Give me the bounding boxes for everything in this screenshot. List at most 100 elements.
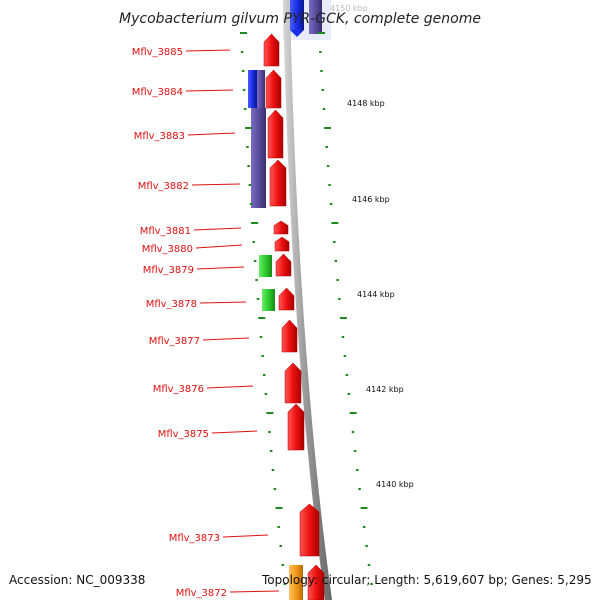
- blue-feature-3884[interactable]: [248, 70, 257, 108]
- inner-gc-tick: [262, 374, 266, 376]
- inner-gc-tick: [256, 298, 260, 300]
- inner-gc-tick: [273, 488, 277, 490]
- gene-label-mflv-3877[interactable]: Mflv_3877: [149, 336, 200, 347]
- green-feature-3878[interactable]: [262, 289, 275, 311]
- inner-gc-tick: [277, 526, 280, 528]
- inner-gc-tick: [275, 507, 283, 509]
- leader-mflv-3884: [185, 89, 234, 92]
- leader-mflv-3882: [191, 183, 241, 186]
- kbp-label-4146: 4146 kbp: [352, 195, 390, 204]
- outer-gc-tick: [343, 355, 347, 357]
- inner-gc-tick: [258, 317, 266, 319]
- leader-mflv-3883: [187, 132, 236, 136]
- cds-mflv-3882[interactable]: [269, 159, 287, 207]
- cds-mflv-3880[interactable]: [274, 236, 290, 252]
- orange-feature-bottom[interactable]: [289, 565, 303, 600]
- gene-label-mflv-3881[interactable]: Mflv_3881: [140, 226, 191, 237]
- cds-mflv-3872[interactable]: [307, 564, 325, 600]
- gene-label-mflv-3875[interactable]: Mflv_3875: [158, 429, 209, 440]
- gene-label-mflv-3876[interactable]: Mflv_3876: [153, 384, 204, 395]
- gene-label-mflv-3884[interactable]: Mflv_3884: [132, 87, 183, 98]
- outer-gc-tick: [326, 165, 330, 167]
- gene-label-mflv-3872[interactable]: Mflv_3872: [176, 588, 227, 599]
- gene-label-mflv-3880[interactable]: Mflv_3880: [142, 244, 193, 255]
- outer-gc-tick: [328, 184, 331, 186]
- inner-gc-tick: [242, 89, 246, 91]
- outer-gc-tick: [338, 298, 341, 300]
- outer-gc-tick: [347, 393, 351, 395]
- inner-gc-tick: [259, 336, 263, 338]
- cds-mflv-3883[interactable]: [267, 109, 284, 159]
- inner-gc-tick: [281, 564, 284, 566]
- outer-gc-tick: [367, 564, 371, 566]
- outer-gc-tick: [320, 70, 323, 72]
- inner-gc-tick: [245, 127, 253, 129]
- inner-gc-tick: [253, 260, 257, 262]
- outer-gc-tick: [331, 222, 339, 224]
- cds-mflv-3885[interactable]: [263, 33, 280, 67]
- leader-mflv-3881: [193, 227, 242, 231]
- inner-gc-tick: [243, 108, 247, 110]
- kbp-label-4150: 4150 kbp: [330, 4, 368, 13]
- blue-feature-arrowhead: [290, 30, 304, 37]
- blue-feature-top[interactable]: [290, 0, 304, 30]
- chart-title: Mycobacterium gilvum PYR-GCK, complete g…: [119, 11, 481, 27]
- cds-mflv-3873[interactable]: [299, 503, 320, 557]
- cds-mflv-3884[interactable]: [265, 69, 282, 109]
- outer-gc-tick: [356, 469, 359, 471]
- kbp-label-4142: 4142 kbp: [366, 385, 404, 394]
- green-feature-3879[interactable]: [259, 255, 272, 277]
- outer-gc-tick: [349, 412, 357, 414]
- inner-gc-tick: [252, 241, 255, 243]
- inner-gc-tick: [240, 32, 247, 34]
- outer-gc-tick: [345, 374, 349, 376]
- inner-gc-tick: [271, 469, 275, 471]
- inner-gc-tick: [246, 146, 249, 148]
- kbp-label-4148: 4148 kbp: [347, 99, 385, 108]
- leader-mflv-3876: [206, 385, 254, 389]
- purple-feature-3884[interactable]: [257, 70, 265, 108]
- outer-gc-tick: [322, 108, 326, 110]
- leader-mflv-3877: [202, 337, 250, 341]
- cds-mflv-3877[interactable]: [281, 319, 298, 353]
- genome-backbone: [283, 0, 332, 600]
- purple-feature-3883[interactable]: [251, 108, 266, 208]
- outer-gc-tick: [358, 488, 361, 490]
- cds-mflv-3879[interactable]: [275, 253, 292, 277]
- inner-gc-tick: [241, 70, 245, 72]
- inner-gc-tick: [269, 450, 273, 452]
- inner-gc-tick: [266, 412, 274, 414]
- inner-gc-tick: [248, 184, 252, 186]
- outer-gc-tick: [351, 431, 355, 433]
- cds-mflv-3881[interactable]: [273, 220, 289, 235]
- outer-gc-tick: [329, 203, 333, 205]
- cds-mflv-3876[interactable]: [284, 362, 302, 404]
- outer-gc-tick: [341, 336, 345, 338]
- gene-label-mflv-3879[interactable]: Mflv_3879: [143, 265, 194, 276]
- outer-gc-tick: [319, 51, 322, 53]
- outer-gc-tick: [353, 450, 357, 452]
- gene-label-mflv-3882[interactable]: Mflv_3882: [138, 181, 189, 192]
- kbp-label-4144: 4144 kbp: [357, 290, 395, 299]
- gene-label-mflv-3883[interactable]: Mflv_3883: [134, 131, 185, 142]
- outer-gc-tick: [334, 260, 338, 262]
- outer-gc-tick: [324, 127, 332, 129]
- outer-gc-tick: [360, 507, 368, 509]
- purple-feature-top[interactable]: [309, 0, 322, 34]
- gene-label-mflv-3873[interactable]: Mflv_3873: [169, 533, 220, 544]
- outer-gc-tick: [325, 146, 328, 148]
- gene-label-mflv-3878[interactable]: Mflv_3878: [146, 299, 197, 310]
- leader-mflv-3872: [229, 590, 280, 593]
- cds-mflv-3875[interactable]: [287, 403, 305, 451]
- cds-mflv-3878[interactable]: [278, 287, 295, 311]
- inner-gc-tick: [261, 355, 264, 357]
- outer-gc-tick: [370, 583, 373, 585]
- accession-text: Accession: NC_009338: [9, 573, 146, 587]
- leader-mflv-3873: [222, 534, 269, 538]
- inner-gc-tick: [264, 393, 268, 395]
- outer-gc-tick: [332, 241, 336, 243]
- inner-gc-tick: [249, 203, 253, 205]
- gc-ticks-layer: [240, 32, 373, 585]
- gene-label-mflv-3885[interactable]: Mflv_3885: [132, 47, 183, 58]
